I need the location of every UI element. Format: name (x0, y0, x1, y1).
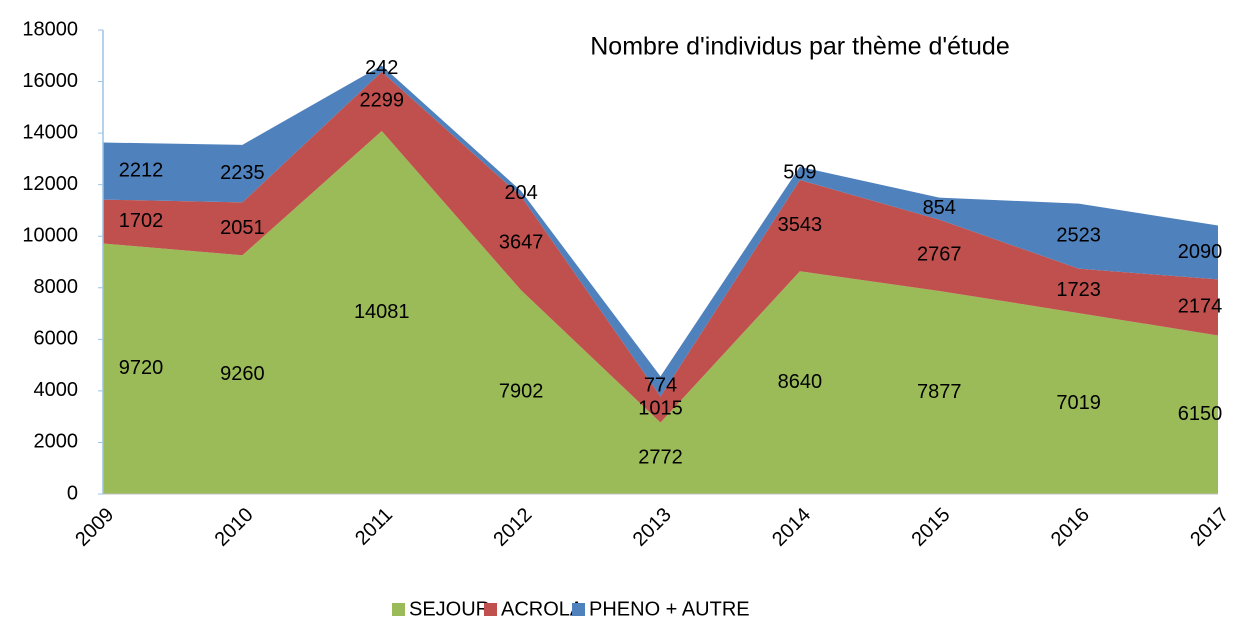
data-label: 9260 (220, 363, 265, 385)
x-tick-label: 2014 (768, 504, 815, 551)
data-label: 2212 (119, 159, 164, 181)
data-label: 2235 (220, 162, 265, 184)
data-label: 509 (783, 162, 816, 184)
y-tick-label: 18000 (22, 18, 78, 40)
y-tick-label: 6000 (34, 328, 79, 350)
data-label: 2523 (1056, 224, 1101, 246)
legend-label: PHENO + AUTRE (589, 598, 750, 620)
data-label: 8640 (778, 371, 823, 393)
x-tick-label: 2009 (71, 504, 118, 551)
y-tick-label: 4000 (34, 379, 79, 401)
legend-swatch (484, 603, 497, 616)
data-label: 7902 (499, 380, 544, 402)
data-label: 14081 (354, 301, 410, 323)
legend-label: ACROLA (501, 598, 584, 620)
y-tick-label: 2000 (34, 431, 79, 453)
data-label: 2174 (1178, 296, 1223, 318)
y-tick-label: 10000 (22, 225, 78, 247)
data-label: 7877 (917, 381, 962, 403)
x-tick-label: 2017 (1186, 504, 1233, 551)
data-label: 2051 (220, 217, 265, 239)
legend-swatch (392, 603, 405, 616)
data-label: 242 (365, 57, 398, 79)
data-label: 9720 (119, 357, 164, 379)
data-label: 2772 (638, 447, 683, 469)
data-label: 854 (923, 197, 956, 219)
x-tick-label: 2010 (211, 504, 258, 551)
x-tick-label: 2011 (351, 504, 397, 550)
data-label: 2299 (360, 90, 405, 112)
area (103, 65, 1218, 397)
data-label: 1723 (1056, 279, 1101, 301)
chart-title: Nombre d'individus par thème d'étude (590, 33, 1010, 61)
y-tick-label: 8000 (34, 276, 79, 298)
legend-label: SEJOUR (409, 598, 490, 620)
y-tick-label: 0 (67, 482, 78, 504)
y-tick-label: 14000 (22, 121, 78, 143)
data-label: 2090 (1178, 241, 1223, 263)
legend-swatch (572, 603, 585, 616)
x-tick-label: 2013 (629, 504, 676, 551)
data-label: 1015 (638, 398, 683, 420)
area (103, 71, 1218, 423)
y-tick-label: 12000 (22, 173, 78, 195)
data-label: 204 (504, 182, 537, 204)
x-tick-label: 2015 (907, 504, 954, 551)
data-label: 3543 (778, 214, 823, 236)
data-label: 2767 (917, 244, 962, 266)
data-label: 7019 (1056, 392, 1101, 414)
data-label: 3647 (499, 232, 544, 254)
x-tick-label: 2012 (489, 504, 536, 551)
x-tick-label: 2016 (1047, 504, 1094, 551)
area (103, 131, 1218, 494)
data-label: 1702 (119, 210, 164, 232)
y-tick-label: 16000 (22, 70, 78, 92)
data-label: 774 (644, 375, 677, 397)
data-label: 6150 (1178, 403, 1223, 425)
